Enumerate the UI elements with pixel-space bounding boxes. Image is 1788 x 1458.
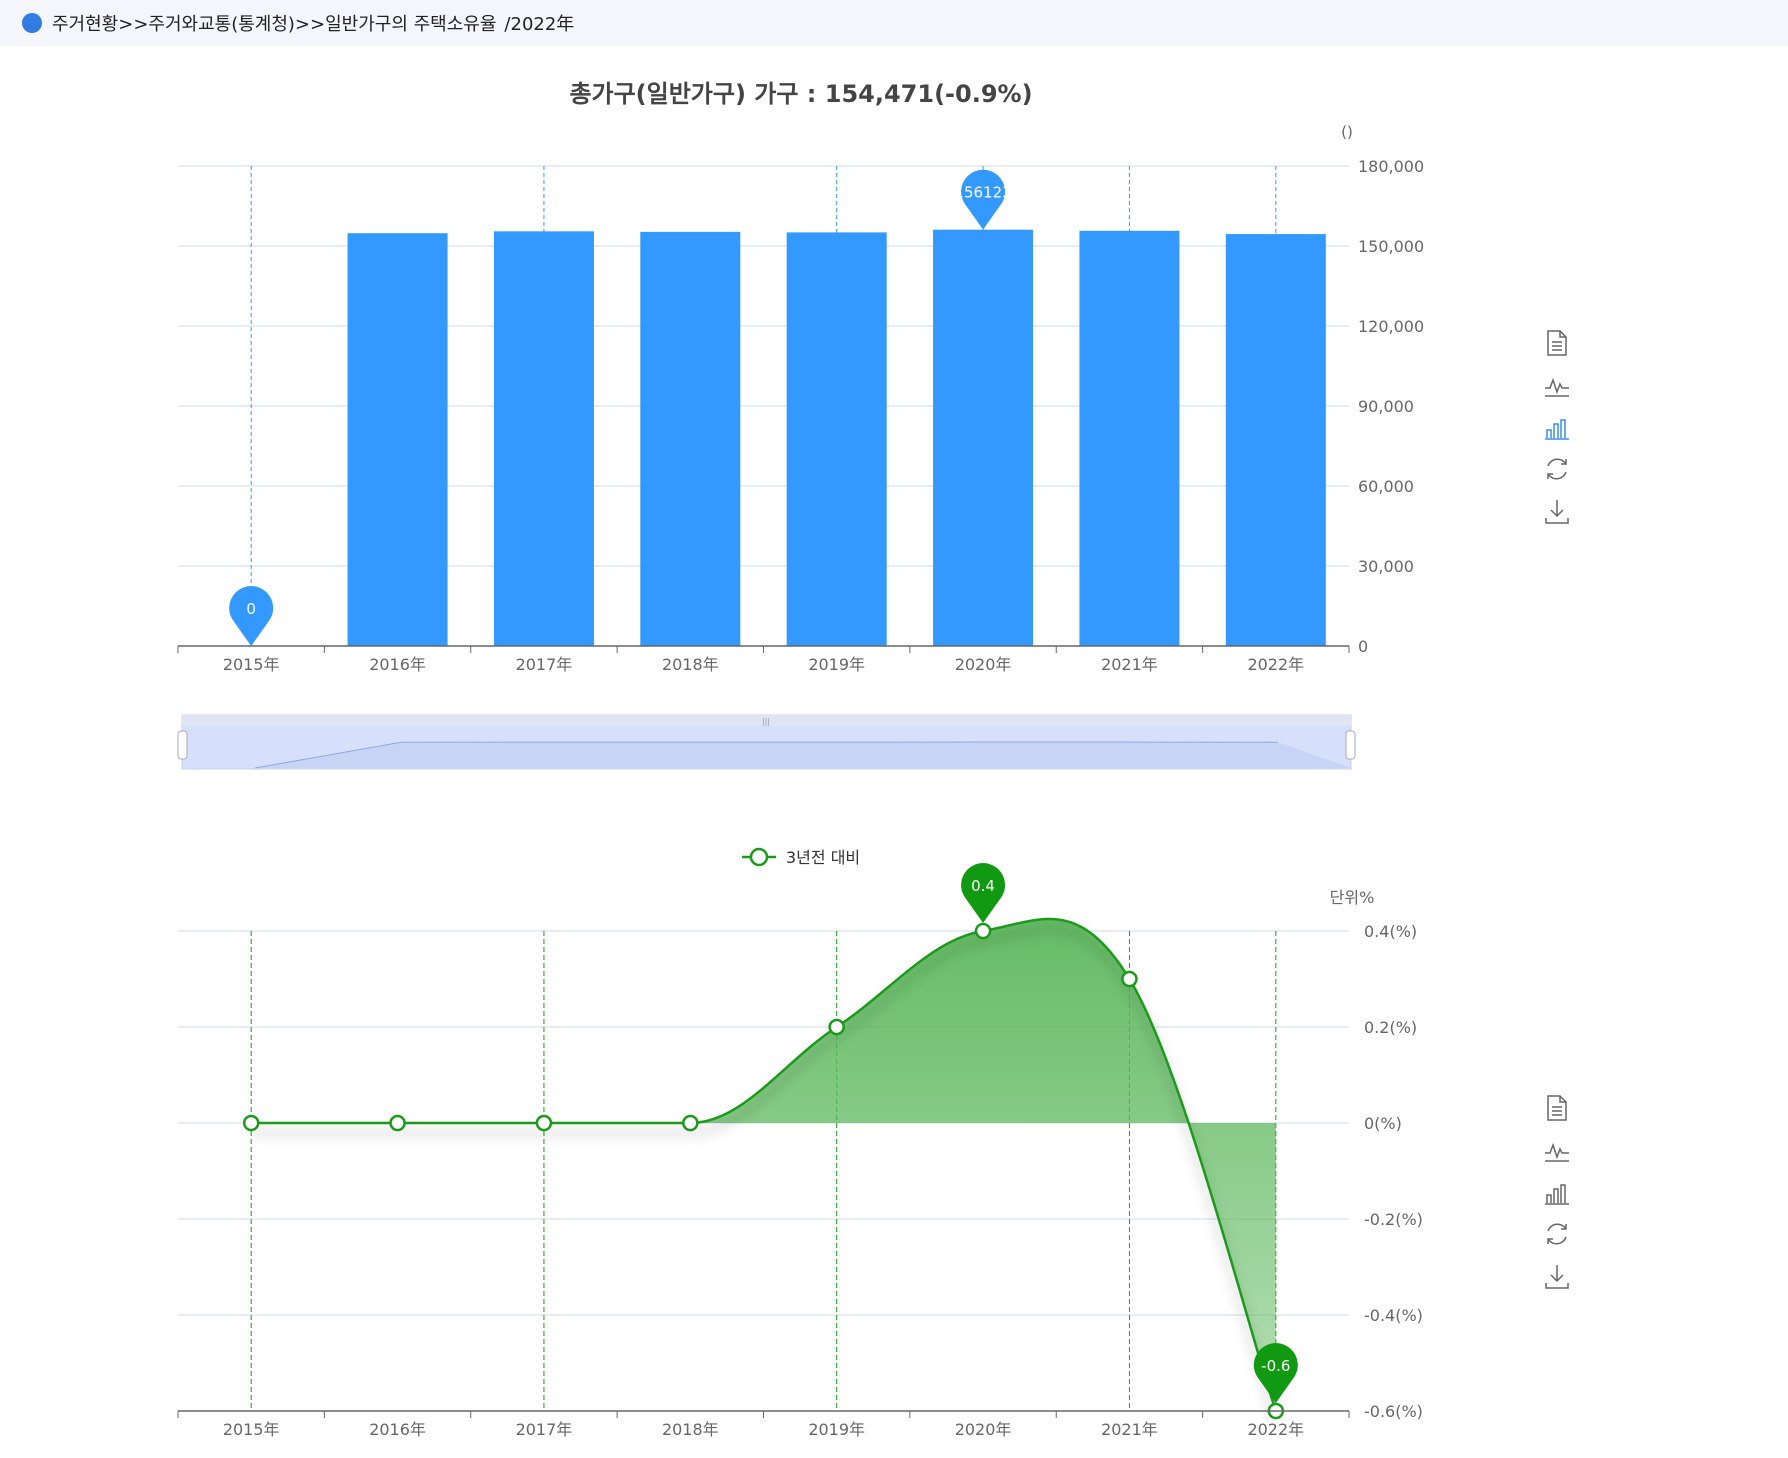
data-point[interactable]: [1121, 970, 1138, 988]
line-chart-button[interactable]: [1538, 1129, 1576, 1171]
download-icon: [1545, 500, 1569, 524]
y-axis-unit: 단위%: [1330, 888, 1375, 907]
datazoom-handle-bar[interactable]: [182, 715, 1351, 726]
restore-icon: [1547, 458, 1567, 480]
line-chart-button[interactable]: [1538, 364, 1576, 406]
datazoom-grip-icon: |||: [762, 717, 770, 726]
data-point[interactable]: [974, 922, 992, 940]
breadcrumb-path[interactable]: 주거현황>>주거와교통(통계청)>>일반가구의 주택소유율: [52, 14, 497, 35]
legend[interactable]: 3년전 대비: [742, 847, 860, 867]
download-button[interactable]: [1538, 490, 1576, 532]
x-tick-label: 2021年: [1101, 655, 1158, 674]
bar[interactable]: [933, 229, 1034, 646]
download-icon: [1545, 1265, 1569, 1289]
marker-pin: 0.4: [961, 863, 1006, 923]
marker-label: -0.6: [1261, 1357, 1290, 1375]
bar[interactable]: [1225, 234, 1326, 646]
marker-label: 0.4: [971, 877, 995, 895]
area-fill: [251, 919, 1276, 1411]
marker-pin: 156123: [954, 169, 1012, 230]
x-tick-label: 2015年: [223, 1420, 280, 1439]
data-view-icon: [1547, 1095, 1567, 1121]
x-tick-label: 2018年: [662, 1420, 719, 1439]
bar-chart-button[interactable]: [1538, 406, 1576, 448]
bar-chart[interactable]: 총가구(일반가구) 가구 : 154,471(-0.9%) () 0 30,000 60…: [0, 0, 1788, 780]
y-axis-unit: (): [1341, 123, 1353, 141]
x-tick-label: 2020年: [955, 1420, 1012, 1439]
x-tick-label: 2019年: [808, 655, 865, 674]
datazoom-preview: [182, 741, 1351, 768]
data-point[interactable]: [389, 1114, 406, 1132]
datazoom-right-handle[interactable]: [1345, 730, 1356, 760]
data-view-button[interactable]: [1538, 1087, 1576, 1129]
x-tick-label: 2022年: [1247, 1420, 1304, 1439]
marker-pin-shape: [961, 863, 1006, 923]
line-chart-icon: [1545, 1142, 1569, 1162]
data-point[interactable]: [535, 1114, 553, 1132]
data-point[interactable]: [828, 1018, 845, 1036]
marker-label: 0: [246, 600, 256, 618]
datazoom-left-handle[interactable]: [177, 730, 188, 760]
marker-pin-shape: [961, 169, 1006, 230]
x-tick-label: 2015年: [223, 655, 280, 674]
data-point[interactable]: [682, 1114, 699, 1132]
y-tick-label: -0.4(%): [1364, 1306, 1423, 1325]
datazoom-slider[interactable]: |||: [177, 714, 1356, 770]
bar-chart-button[interactable]: [1538, 1171, 1576, 1213]
marker-label: 156123: [954, 184, 1011, 202]
bar-chart-icon: [1545, 419, 1569, 440]
download-button[interactable]: [1538, 1255, 1576, 1297]
y-tick-label: -0.6(%): [1364, 1402, 1423, 1421]
marker-pin-shape: [1253, 1343, 1298, 1403]
bar[interactable]: [786, 232, 887, 646]
restore-button[interactable]: [1538, 448, 1576, 490]
toolbox-bottom: [1538, 1087, 1576, 1297]
y-tick-label: 0(%): [1364, 1114, 1402, 1133]
x-tick-label: 2020年: [955, 655, 1012, 674]
x-tick-label: 2017年: [516, 1420, 573, 1439]
data-point[interactable]: [242, 1114, 260, 1132]
restore-button[interactable]: [1538, 1213, 1576, 1255]
marker-pin-shape: [229, 586, 274, 646]
x-tick-label: 2016年: [369, 1420, 426, 1439]
y-tick-label: 120,000: [1358, 317, 1424, 336]
restore-icon: [1547, 1223, 1567, 1245]
data-view-button[interactable]: [1538, 322, 1576, 364]
line-chart-icon: [1545, 377, 1569, 397]
bar[interactable]: [1079, 230, 1180, 647]
x-tick-label: 2018年: [662, 655, 719, 674]
breadcrumb-bullet-icon: [22, 13, 42, 33]
chart-title: 총가구(일반가구) 가구 : 154,471(-0.9%): [569, 80, 1032, 108]
breadcrumb-year: /2022年: [504, 14, 575, 35]
y-tick-label: 0: [1358, 637, 1368, 656]
bar[interactable]: [347, 233, 448, 646]
y-tick-label: 0.4(%): [1364, 922, 1417, 941]
y-tick-label: 150,000: [1358, 237, 1424, 256]
y-tick-label: 30,000: [1358, 557, 1414, 576]
y-tick-label: 60,000: [1358, 477, 1414, 496]
data-point[interactable]: [1267, 1402, 1285, 1420]
datazoom-preview-line: [254, 741, 1278, 769]
y-tick-label: -0.2(%): [1364, 1210, 1423, 1229]
x-tick-label: 2021年: [1101, 1420, 1158, 1439]
toolbox-top: [1538, 322, 1576, 532]
legend-circle-icon: [749, 847, 769, 867]
marker-pin: -0.6: [1253, 1343, 1298, 1403]
x-tick-label: 2016年: [369, 655, 426, 674]
legend-label: 3년전 대비: [786, 848, 860, 867]
bar[interactable]: [640, 231, 741, 646]
bar[interactable]: [493, 231, 594, 647]
bar-chart-icon: [1545, 1184, 1569, 1205]
y-tick-label: 90,000: [1358, 397, 1414, 416]
x-tick-label: 2019年: [808, 1420, 865, 1439]
series-line[interactable]: [251, 917, 1277, 1412]
x-tick-label: 2017年: [516, 655, 573, 674]
data-view-icon: [1547, 330, 1567, 356]
x-tick-label: 2022年: [1247, 655, 1304, 674]
breadcrumb: 주거현황>>주거와교통(통계청)>>일반가구의 주택소유율 /2022年: [0, 0, 1788, 46]
y-tick-label: 0.2(%): [1364, 1018, 1417, 1037]
marker-pin: 0: [229, 586, 274, 646]
y-tick-label: 180,000: [1358, 157, 1424, 176]
